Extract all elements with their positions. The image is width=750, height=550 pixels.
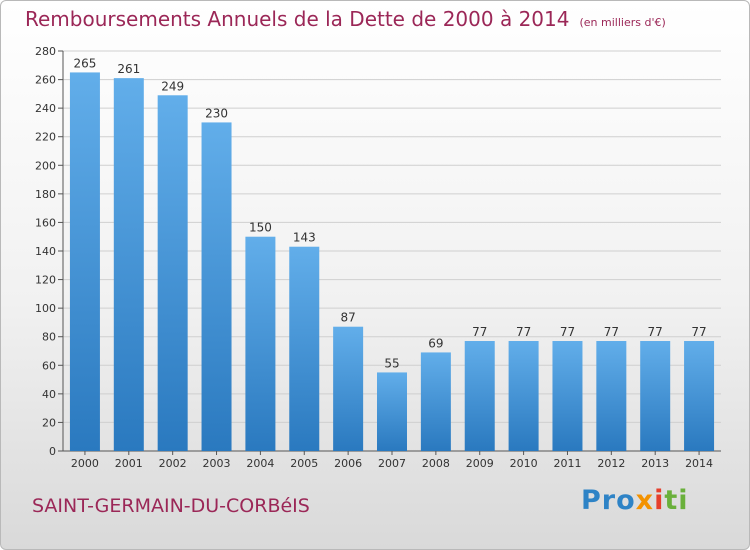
data-label: 69 bbox=[428, 336, 443, 350]
y-tick-label: 260 bbox=[35, 74, 56, 87]
x-tick-label: 2003 bbox=[203, 457, 231, 470]
bar bbox=[508, 341, 539, 451]
data-label: 249 bbox=[161, 79, 184, 93]
data-label: 77 bbox=[472, 325, 487, 339]
commune-name: SAINT-GERMAIN-DU-CORBéIS bbox=[32, 495, 310, 517]
data-label: 230 bbox=[205, 106, 228, 120]
logo-part-3: i bbox=[654, 485, 665, 516]
bar bbox=[245, 236, 276, 451]
x-tick-label: 2010 bbox=[510, 457, 538, 470]
x-tick-label: 2002 bbox=[159, 457, 187, 470]
x-tick-label: 2005 bbox=[290, 457, 318, 470]
bar bbox=[289, 246, 320, 451]
data-label: 87 bbox=[340, 311, 355, 325]
unit-text: (en milliers d'€) bbox=[579, 16, 666, 29]
y-tick-label: 180 bbox=[35, 188, 56, 201]
data-label: 55 bbox=[384, 356, 399, 370]
y-tick-label: 0 bbox=[49, 445, 56, 458]
x-tick-label: 2006 bbox=[334, 457, 362, 470]
data-label: 265 bbox=[73, 56, 96, 70]
y-tick-label: 100 bbox=[35, 302, 56, 315]
logo-part-1: Pro bbox=[581, 485, 636, 516]
x-tick-label: 2008 bbox=[422, 457, 450, 470]
title-text: Remboursements Annuels de la Dette de 20… bbox=[25, 7, 570, 31]
bar bbox=[420, 352, 451, 451]
chart-title: Remboursements Annuels de la Dette de 20… bbox=[25, 7, 666, 31]
bar bbox=[69, 72, 100, 451]
y-tick-label: 160 bbox=[35, 216, 56, 229]
data-label: 77 bbox=[648, 325, 663, 339]
y-tick-label: 120 bbox=[35, 274, 56, 287]
bar bbox=[640, 341, 671, 451]
data-label: 77 bbox=[560, 325, 575, 339]
x-tick-label: 2004 bbox=[246, 457, 274, 470]
y-tick-label: 200 bbox=[35, 159, 56, 172]
y-tick-label: 240 bbox=[35, 102, 56, 115]
x-tick-label: 2013 bbox=[641, 457, 669, 470]
y-tick-label: 140 bbox=[35, 245, 56, 258]
bar bbox=[113, 78, 144, 452]
data-label: 143 bbox=[293, 231, 316, 245]
x-tick-label: 2007 bbox=[378, 457, 406, 470]
y-tick-label: 220 bbox=[35, 131, 56, 144]
data-label: 150 bbox=[249, 221, 272, 235]
proxiti-logo: Proxiti bbox=[581, 485, 689, 516]
y-tick-label: 80 bbox=[42, 331, 56, 344]
bar bbox=[333, 326, 364, 451]
data-label: 77 bbox=[691, 325, 706, 339]
logo-part-4: ti bbox=[664, 485, 689, 516]
y-tick-label: 20 bbox=[42, 416, 56, 429]
x-tick-label: 2009 bbox=[466, 457, 494, 470]
bar bbox=[684, 341, 715, 451]
x-tick-label: 2012 bbox=[597, 457, 625, 470]
y-tick-label: 60 bbox=[42, 359, 56, 372]
logo-part-2: x bbox=[635, 485, 655, 516]
bar bbox=[464, 341, 495, 451]
data-label: 77 bbox=[516, 325, 531, 339]
bar bbox=[377, 372, 407, 451]
bar bbox=[596, 341, 627, 451]
x-tick-label: 2014 bbox=[685, 457, 713, 470]
bar bbox=[157, 95, 188, 452]
x-tick-label: 2011 bbox=[553, 457, 581, 470]
y-tick-label: 280 bbox=[35, 45, 56, 58]
x-tick-label: 2000 bbox=[71, 457, 99, 470]
x-tick-label: 2001 bbox=[115, 457, 143, 470]
bar bbox=[201, 122, 232, 451]
data-label: 77 bbox=[604, 325, 619, 339]
bar bbox=[552, 341, 583, 451]
data-label: 261 bbox=[117, 62, 140, 76]
y-tick-label: 40 bbox=[42, 388, 56, 401]
